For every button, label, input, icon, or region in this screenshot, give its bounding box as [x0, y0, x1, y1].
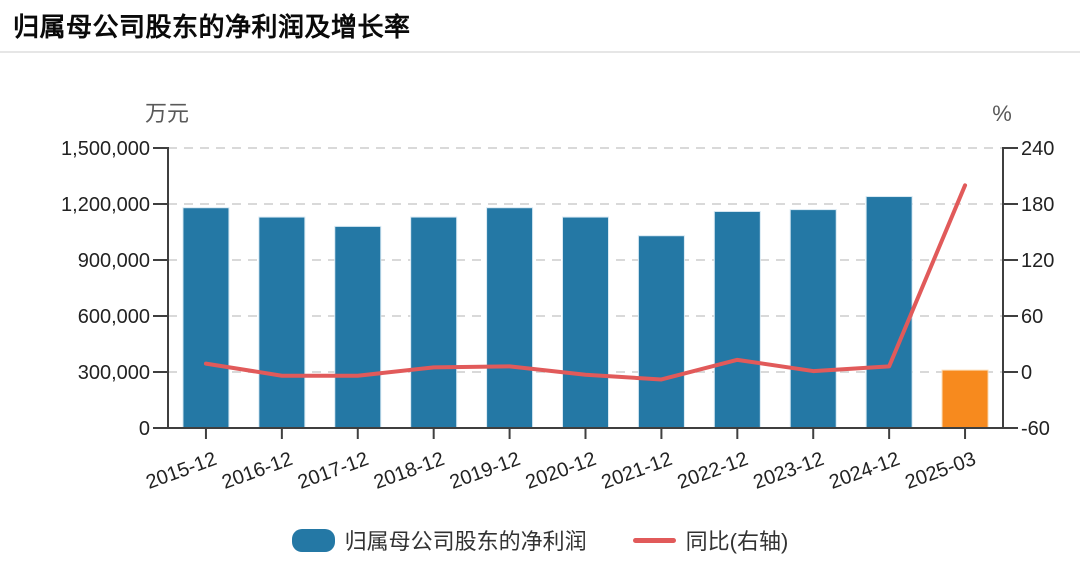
bar-2015-12: [182, 207, 230, 429]
chart-legend: 归属母公司股东的净利润 同比(右轴): [0, 524, 1080, 556]
x-axis-label-2019-12: 2019-12: [447, 448, 524, 494]
x-axis: 2015-12 2016-12 2017-12 2018-12 2019-12 2020-…: [143, 427, 1004, 494]
bar-2016-12: [258, 216, 306, 429]
left-axis: 0 300,000 600,000 900,000 1,200,000 1,500,000…: [61, 101, 189, 440]
left-axis-tick-label: 600,000: [78, 306, 150, 328]
right-axis-tick-label: 60: [1021, 306, 1043, 328]
right-axis-unit: %: [992, 101, 1012, 126]
bar-2025-03: [941, 369, 989, 429]
bar-2018-12: [410, 216, 458, 429]
left-axis-tick-label: 1,500,000: [61, 138, 150, 160]
line-series-swatch-icon: [632, 537, 676, 543]
left-axis-tick-label: 1,200,000: [61, 194, 150, 216]
legend-label-net-profit: 归属母公司股东的净利润: [344, 529, 587, 554]
right-axis-tick-label: 180: [1021, 194, 1054, 216]
yoy-line-series: [203, 183, 968, 382]
x-axis-label-2023-12: 2023-12: [750, 448, 827, 494]
x-axis-label-2017-12: 2017-12: [295, 448, 372, 494]
bar-series: [182, 196, 989, 429]
left-axis-tick-label: 0: [139, 418, 150, 440]
x-axis-label-2022-12: 2022-12: [675, 448, 752, 494]
x-axis-label-2025-03: 2025-03: [902, 448, 979, 494]
page-title: 归属母公司股东的净利润及增长率: [13, 12, 411, 42]
bar-2019-12: [486, 207, 534, 429]
left-axis-tick-label: 300,000: [78, 362, 150, 384]
right-axis-tick-label: 120: [1021, 250, 1054, 272]
bar-2017-12: [334, 225, 382, 429]
bar-series-swatch-icon: [291, 528, 335, 552]
header-divider: [0, 51, 1080, 53]
right-axis-tick-label: 240: [1021, 138, 1054, 160]
x-axis-label-2018-12: 2018-12: [371, 448, 448, 494]
x-axis-label-2020-12: 2020-12: [523, 448, 600, 494]
legend-label-yoy: 同比(右轴): [685, 529, 789, 554]
x-axis-label-2024-12: 2024-12: [826, 448, 903, 494]
right-axis-tick-label: -60: [1021, 418, 1050, 440]
left-axis-unit: 万元: [145, 101, 189, 126]
left-axis-tick-label: 900,000: [78, 250, 150, 272]
bar-2024-12: [865, 196, 913, 429]
bar-2021-12: [637, 235, 685, 429]
legend-item-yoy[interactable]: 同比(右轴): [632, 524, 789, 556]
x-axis-label-2016-12: 2016-12: [219, 448, 296, 494]
x-axis-label-2015-12: 2015-12: [143, 448, 220, 494]
right-axis: -60 0 60 120 180 240%: [992, 101, 1054, 440]
legend-item-net-profit[interactable]: 归属母公司股东的净利润: [291, 524, 587, 556]
x-axis-label-2021-12: 2021-12: [599, 448, 676, 494]
bar-2020-12: [562, 216, 609, 429]
right-axis-tick-label: 0: [1021, 362, 1032, 384]
bar-2022-12: [713, 210, 761, 429]
bar-2023-12: [789, 209, 837, 429]
